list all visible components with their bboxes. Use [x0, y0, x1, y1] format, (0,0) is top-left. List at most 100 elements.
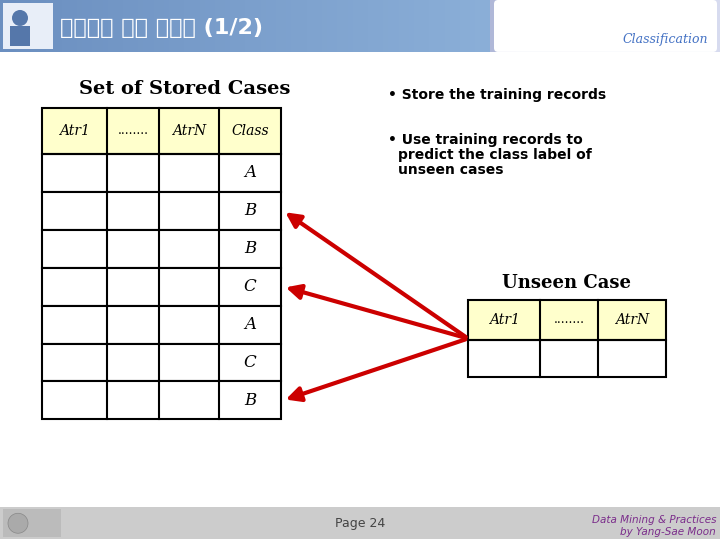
Bar [542, 0, 543, 52]
Bar [592, 0, 593, 52]
Bar [271, 0, 272, 52]
Bar [17, 0, 18, 52]
Bar [537, 0, 538, 52]
Bar [168, 0, 169, 52]
Bar [45, 0, 46, 52]
Bar [526, 0, 527, 52]
Bar [94, 0, 95, 52]
Bar [248, 0, 249, 52]
Bar [681, 0, 682, 52]
Bar [358, 0, 359, 52]
Bar [445, 0, 446, 52]
Bar [201, 0, 202, 52]
Bar [205, 0, 206, 52]
Bar [515, 0, 516, 52]
Bar [369, 0, 370, 52]
Bar [379, 0, 380, 52]
Bar [708, 0, 709, 52]
Bar [502, 0, 503, 52]
Text: B: B [244, 240, 256, 257]
Bar [474, 0, 475, 52]
Bar [506, 0, 507, 52]
Bar [674, 0, 675, 52]
Bar [119, 0, 120, 52]
Bar [297, 0, 298, 52]
Bar [332, 0, 333, 52]
Bar [261, 0, 262, 52]
Bar [28, 0, 29, 52]
Bar [431, 0, 432, 52]
Bar [375, 0, 376, 52]
Bar [48, 0, 49, 52]
Bar [84, 0, 85, 52]
Bar [264, 0, 265, 52]
Bar [410, 0, 411, 52]
Bar [554, 0, 555, 52]
Bar [273, 0, 274, 52]
Bar [543, 0, 544, 52]
Bar [204, 0, 205, 52]
Bar [230, 0, 231, 52]
Bar [527, 0, 528, 52]
Bar [593, 0, 594, 52]
Bar [283, 0, 284, 52]
Bar [62, 0, 63, 52]
Bar [30, 0, 31, 52]
Bar [376, 0, 377, 52]
Bar [345, 0, 346, 52]
Bar [324, 0, 325, 52]
Bar [653, 0, 654, 52]
Bar [199, 0, 200, 52]
Bar [510, 0, 511, 52]
Bar [636, 0, 637, 52]
Bar [451, 0, 452, 52]
Bar [136, 0, 137, 52]
Bar [398, 0, 399, 52]
Bar [680, 0, 681, 52]
Bar [121, 0, 122, 52]
Bar [426, 0, 427, 52]
Bar [47, 0, 48, 52]
Bar [309, 0, 310, 52]
Bar [671, 0, 672, 52]
Bar [359, 0, 360, 52]
Bar [456, 0, 457, 52]
Bar [99, 0, 100, 52]
Bar [270, 0, 271, 52]
Bar [713, 0, 714, 52]
Bar [21, 0, 22, 52]
Bar [469, 0, 470, 52]
Bar [552, 0, 553, 52]
Bar [238, 0, 239, 52]
Bar [407, 0, 408, 52]
Bar [127, 0, 128, 52]
Bar [607, 0, 608, 52]
Bar [97, 0, 98, 52]
Bar [490, 0, 491, 52]
Bar [417, 0, 418, 52]
Bar [171, 0, 172, 52]
Bar [3, 3, 53, 49]
Bar [651, 0, 652, 52]
Bar [172, 0, 173, 52]
Bar [503, 0, 504, 52]
Bar [308, 0, 309, 52]
Bar [202, 0, 203, 52]
Bar [435, 0, 436, 52]
Bar [265, 0, 266, 52]
Bar [563, 0, 564, 52]
Bar [578, 0, 579, 52]
Bar [549, 0, 550, 52]
Bar [347, 0, 348, 52]
Bar [697, 0, 698, 52]
Bar [161, 0, 162, 52]
Bar [583, 0, 584, 52]
Bar [400, 0, 401, 52]
Bar [295, 0, 296, 52]
Bar [191, 0, 192, 52]
Bar [214, 0, 215, 52]
Text: B: B [244, 202, 256, 219]
Bar [566, 0, 567, 52]
Bar [139, 0, 140, 52]
Text: 인스턴스 기반 분류기 (1/2): 인스턴스 기반 분류기 (1/2) [60, 18, 263, 38]
